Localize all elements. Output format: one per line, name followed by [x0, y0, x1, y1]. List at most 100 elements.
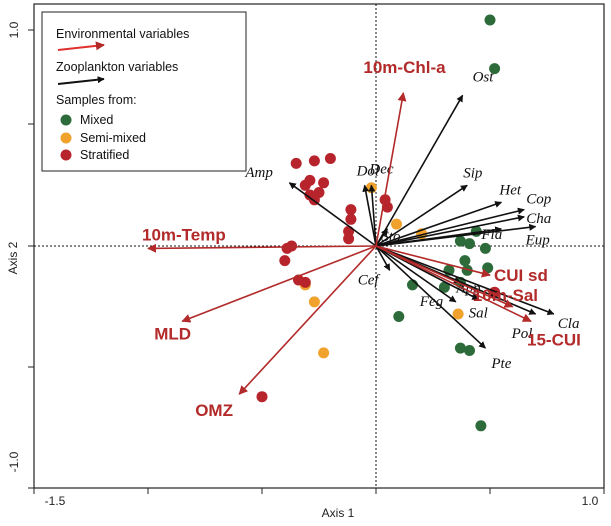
zoo-label-eup: Eup — [525, 233, 551, 249]
sample-point-semi-mixed-6 — [318, 347, 330, 359]
zoo-label-pte: Pte — [490, 356, 511, 372]
sample-point-semi-mixed-5 — [452, 308, 464, 320]
env-arrow-10m-temp — [147, 243, 377, 253]
env-arrow-cui-sd — [375, 245, 491, 278]
zoo-label-cha: Cha — [526, 211, 551, 227]
sample-point-mixed-1 — [489, 63, 501, 75]
zoo-arrow-cop — [375, 207, 525, 247]
zoo-arrow-cla — [375, 245, 555, 316]
sample-point-stratified-10 — [381, 201, 393, 213]
x-tick-label-left: -1.5 — [45, 494, 66, 508]
zoo-label-ost: Ost — [473, 69, 495, 85]
env-label-10m-chl-a: 10m-Chl-a — [363, 58, 446, 77]
sample-point-mixed-15 — [464, 345, 475, 356]
legend-samples-title: Samples from: — [56, 93, 137, 107]
legend-mixed-label: Mixed — [80, 113, 113, 127]
env-label-cui-sd: CUI sd — [494, 266, 548, 285]
legend-dot-mixed — [60, 114, 72, 126]
zoo-arrow-ost — [375, 94, 464, 247]
env-label-10m-sal: 10m-Sal — [473, 286, 538, 305]
zoo-label-amp: Amp — [244, 165, 273, 181]
legend-stratified-label: Stratified — [80, 148, 129, 162]
legend-env-arrow — [57, 41, 105, 51]
zoo-label-feg: Feg — [419, 294, 444, 310]
axis-ticks — [28, 29, 605, 494]
zoo-arrow-sip — [375, 184, 468, 247]
zoo-arrow-amp — [288, 182, 377, 247]
y-tick-label-top: 1.0 — [7, 21, 21, 38]
sample-point-mixed-2 — [454, 235, 466, 247]
env-label-10m-temp: 10m-Temp — [142, 225, 226, 244]
zoo-label-dol: Dol — [356, 163, 380, 179]
legend-dot-stratified — [60, 149, 72, 161]
sample-point-stratified-4 — [299, 179, 311, 191]
zoo-arrow-dec — [368, 184, 377, 247]
zoo-arrow-het — [375, 201, 503, 247]
env-label-15-cui: 15-CUI — [527, 330, 581, 349]
sample-point-mixed-6 — [459, 255, 471, 267]
zoo-arrow-eup — [375, 223, 537, 247]
sample-point-mixed-8 — [482, 262, 494, 274]
legend-dot-semi-mixed — [60, 132, 72, 144]
legend-env-label: Environmental variables — [56, 27, 189, 41]
zoo-arrow-pte — [375, 245, 486, 349]
sample-point-stratified-6 — [318, 177, 330, 189]
zoo-label-sto: Sto — [381, 229, 401, 245]
legend-zoo-label: Zooplankton variables — [56, 60, 178, 74]
env-arrow-mld — [181, 245, 377, 323]
env-arrow-10m-sal — [375, 245, 514, 308]
sample-point-mixed-5 — [479, 242, 491, 254]
legend-box — [41, 11, 247, 172]
sample-point-stratified-1 — [324, 153, 336, 164]
sample-point-stratified-16 — [281, 242, 293, 254]
zoo-label-cef: Cef — [358, 272, 381, 288]
zoo-label-fla: Fla — [480, 227, 502, 243]
sample-point-stratified-12 — [345, 213, 357, 225]
sample-points — [256, 14, 501, 432]
env-arrow-omz — [238, 245, 377, 395]
sample-point-semi-mixed-4 — [308, 296, 320, 308]
env-arrow-10m-chl-a — [375, 92, 407, 247]
sample-point-stratified-0 — [308, 155, 320, 167]
sample-point-mixed-3 — [464, 238, 475, 250]
zoo-label-sal: Sal — [469, 306, 488, 322]
zoo-arrow-feg — [375, 245, 457, 303]
sample-point-semi-mixed-1 — [391, 218, 402, 230]
zoo-arrow-dol — [362, 184, 377, 247]
zoo-label-dec: Dec — [368, 161, 393, 177]
zoo-label-cla: Cla — [558, 316, 580, 332]
legend-zoo-arrow — [57, 76, 105, 85]
sample-point-mixed-13 — [393, 311, 405, 322]
sample-point-stratified-14 — [343, 233, 355, 245]
x-tick-label-right: 1.0 — [582, 494, 599, 508]
sample-point-stratified-11 — [345, 204, 357, 216]
sample-point-stratified-19 — [299, 276, 311, 288]
sample-point-mixed-10 — [438, 281, 450, 293]
zoo-arrow-sto — [375, 228, 389, 247]
sample-point-mixed-0 — [484, 14, 496, 26]
legend-semi-mixed-label: Semi-mixed — [80, 131, 146, 145]
zoo-label-het: Het — [498, 182, 521, 198]
zoo-arrow-cef — [375, 245, 391, 271]
sample-point-stratified-20 — [256, 391, 268, 403]
legend: Environmental variables Zooplankton vari… — [41, 11, 247, 172]
env-label-omz: OMZ — [195, 401, 233, 420]
zoo-label-sip: Sip — [463, 165, 483, 181]
zoo-label-cop: Cop — [526, 192, 552, 208]
env-arrow-15-cui — [375, 245, 532, 323]
env-label-mld: MLD — [154, 324, 191, 343]
x-axis-title: Axis 1 — [322, 506, 355, 520]
y-tick-label-bottom: -1.0 — [7, 451, 21, 472]
sample-point-mixed-16 — [475, 420, 487, 432]
sample-point-stratified-2 — [290, 157, 302, 169]
zoo-arrow-cha — [375, 214, 525, 247]
y-axis-title: Axis 2 — [6, 241, 20, 274]
sample-point-mixed-12 — [461, 264, 473, 276]
sample-point-stratified-17 — [279, 255, 291, 267]
zoo-label-pol: Pol — [511, 326, 533, 342]
sample-point-mixed-14 — [454, 342, 466, 354]
